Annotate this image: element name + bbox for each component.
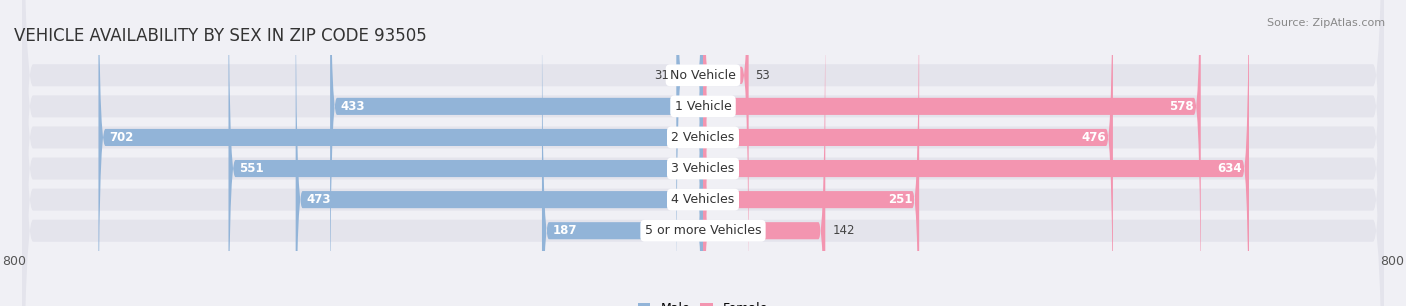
FancyBboxPatch shape: [22, 0, 1384, 306]
Text: 578: 578: [1170, 100, 1194, 113]
FancyBboxPatch shape: [703, 0, 920, 306]
FancyBboxPatch shape: [22, 0, 1384, 306]
Text: 634: 634: [1218, 162, 1241, 175]
Text: 3 Vehicles: 3 Vehicles: [672, 162, 734, 175]
Text: 476: 476: [1081, 131, 1107, 144]
Text: VEHICLE AVAILABILITY BY SEX IN ZIP CODE 93505: VEHICLE AVAILABILITY BY SEX IN ZIP CODE …: [14, 27, 427, 45]
FancyBboxPatch shape: [330, 0, 703, 306]
FancyBboxPatch shape: [541, 0, 703, 306]
FancyBboxPatch shape: [703, 0, 1114, 306]
Text: 551: 551: [239, 162, 263, 175]
FancyBboxPatch shape: [22, 0, 1384, 306]
Legend: Male, Female: Male, Female: [634, 299, 772, 306]
Text: 433: 433: [340, 100, 366, 113]
Text: 1 Vehicle: 1 Vehicle: [675, 100, 731, 113]
FancyBboxPatch shape: [703, 0, 1201, 306]
Text: 187: 187: [553, 224, 576, 237]
Text: No Vehicle: No Vehicle: [671, 69, 735, 82]
FancyBboxPatch shape: [703, 0, 748, 306]
Text: 31: 31: [655, 69, 669, 82]
Text: 702: 702: [108, 131, 134, 144]
Text: 4 Vehicles: 4 Vehicles: [672, 193, 734, 206]
FancyBboxPatch shape: [676, 0, 703, 306]
FancyBboxPatch shape: [22, 0, 1384, 306]
FancyBboxPatch shape: [703, 0, 825, 306]
FancyBboxPatch shape: [229, 0, 703, 306]
FancyBboxPatch shape: [22, 0, 1384, 306]
FancyBboxPatch shape: [295, 0, 703, 306]
FancyBboxPatch shape: [703, 0, 1249, 306]
Text: 53: 53: [755, 69, 770, 82]
Text: Source: ZipAtlas.com: Source: ZipAtlas.com: [1267, 18, 1385, 28]
Text: 5 or more Vehicles: 5 or more Vehicles: [645, 224, 761, 237]
Text: 142: 142: [832, 224, 855, 237]
FancyBboxPatch shape: [98, 0, 703, 306]
Text: 2 Vehicles: 2 Vehicles: [672, 131, 734, 144]
Text: 251: 251: [887, 193, 912, 206]
FancyBboxPatch shape: [22, 0, 1384, 306]
Text: 473: 473: [307, 193, 330, 206]
